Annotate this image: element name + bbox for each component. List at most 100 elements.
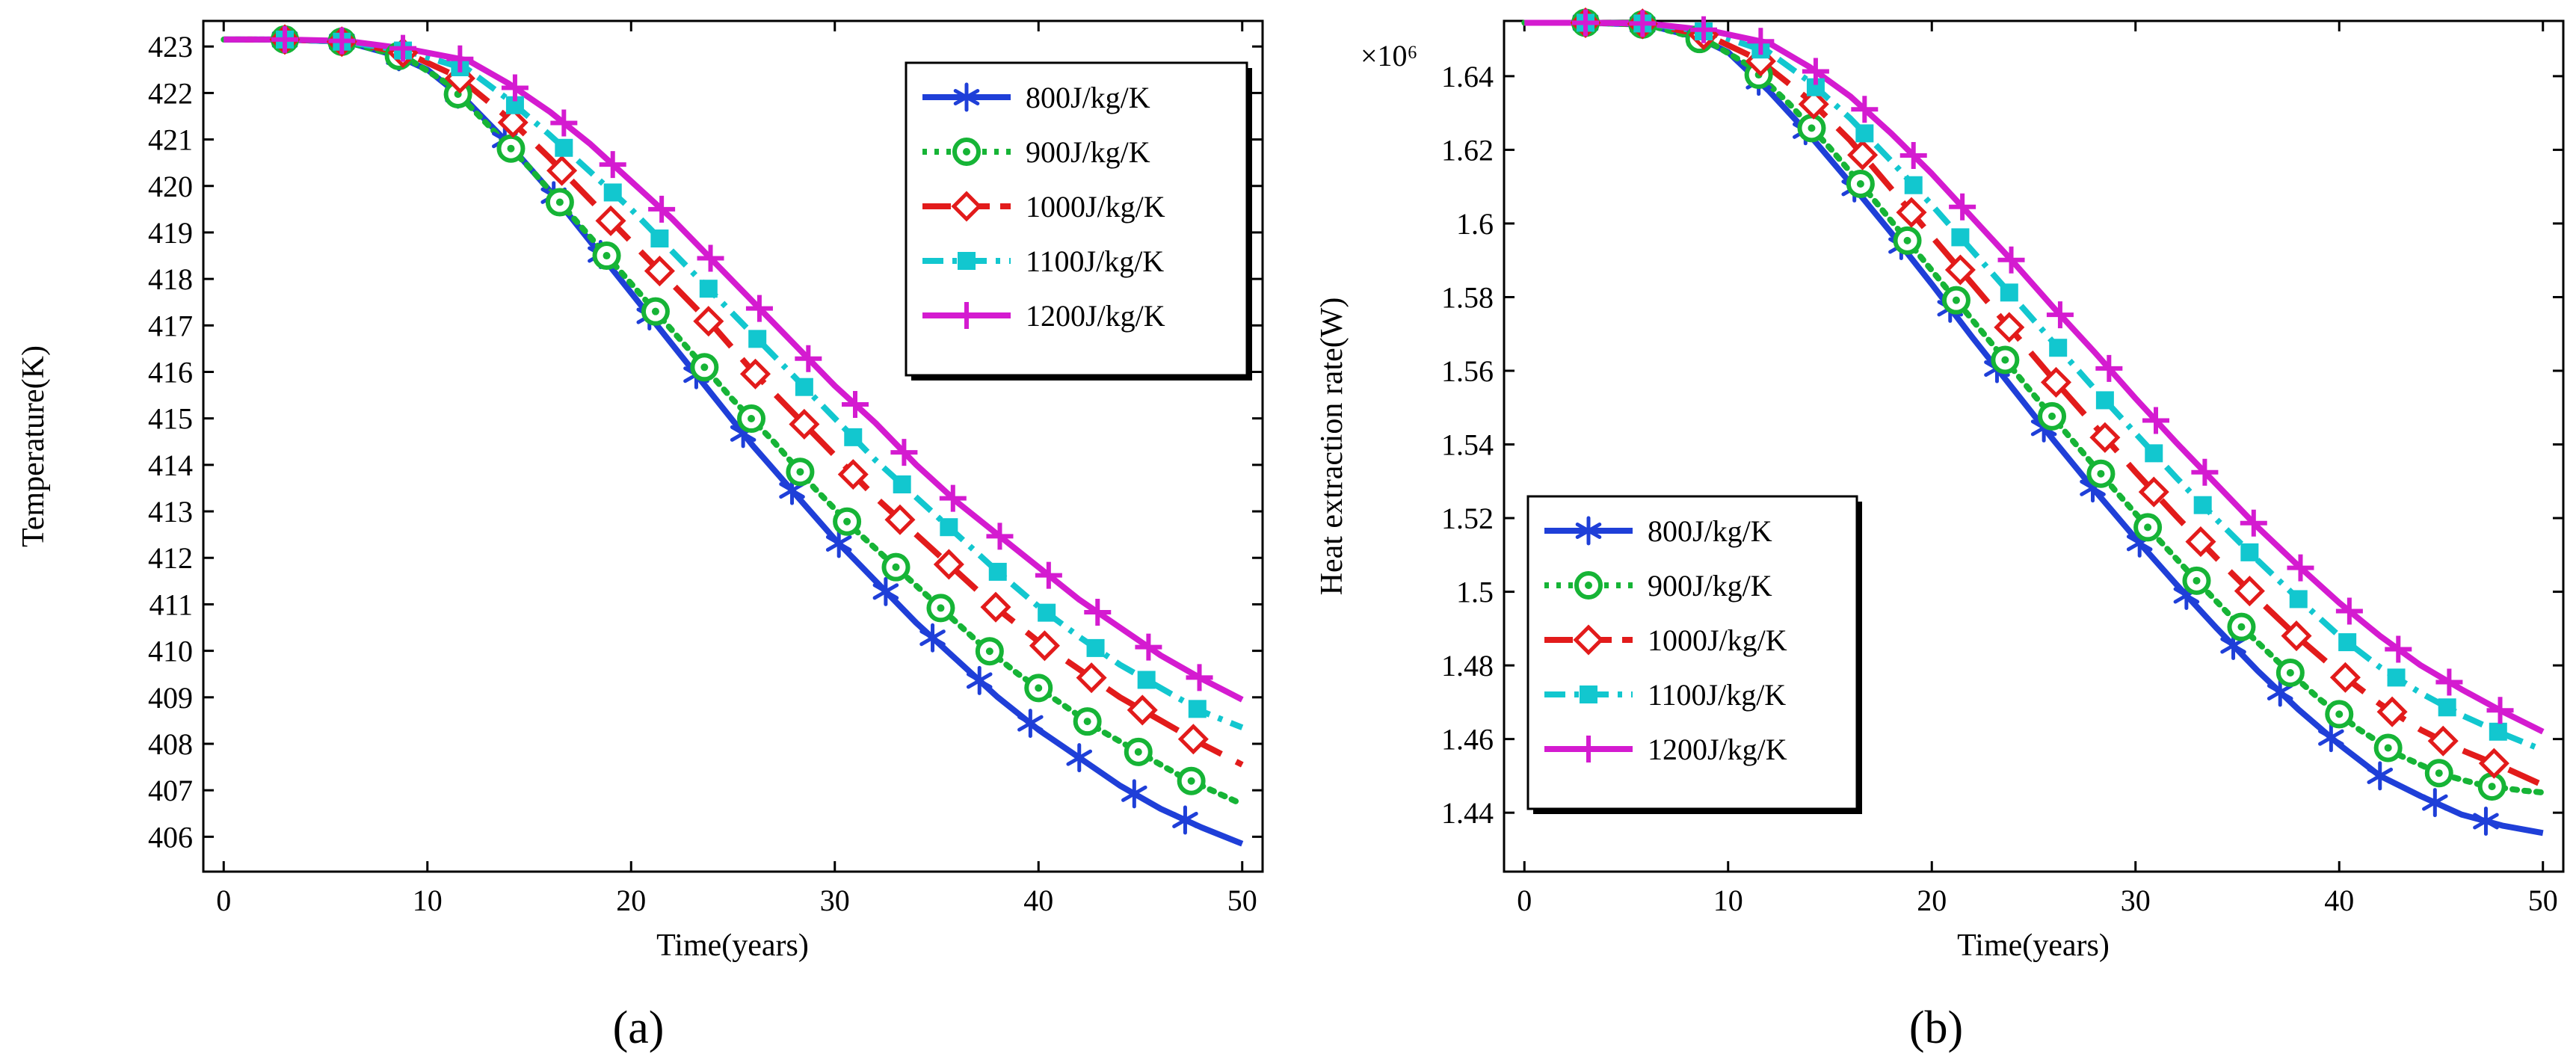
legend-label-800: 800J/kg/K [1026, 81, 1150, 114]
legend-b: 800J/kg/K 900J/kg/K 1000J/kg/K 1100J/kg/K 12… [1526, 495, 1862, 814]
marker-circle-900-5 [545, 188, 574, 217]
y-tick-label: 414 [148, 449, 193, 482]
legend-label-1100: 1100J/kg/K [1648, 678, 1786, 712]
marker-square-1100-14 [988, 562, 1007, 581]
marker-plus-1200-9 [745, 295, 773, 322]
series-line-900 [221, 36, 1245, 807]
legend-label-900: 900J/kg/K [1026, 135, 1150, 169]
marker-diamond-legend-1000 [1573, 624, 1604, 656]
marker-asterisk-800-14 [2267, 677, 2293, 707]
series-markers-a [269, 24, 1213, 835]
marker-diamond-1000-18 [2478, 748, 2509, 779]
marker-plus-1200-6 [599, 151, 626, 179]
marker-plus-1200-9 [2046, 301, 2074, 329]
marker-diamond-1000-13 [2234, 576, 2265, 607]
marker-circle-900-13 [926, 594, 955, 623]
x-tick-label: 30 [2121, 884, 2151, 917]
y-tick-label: 411 [149, 588, 193, 621]
y-tick-label: 1.54 [1441, 428, 1494, 462]
x-axis-title-a: Time(years) [656, 928, 809, 963]
marker-diamond-1000-17 [1127, 694, 1158, 726]
marker-square-1100-5 [1855, 124, 1874, 143]
marker-plus-1200-8 [1997, 246, 2025, 274]
marker-square-1100-11 [2145, 444, 2163, 463]
marker-circle-900-11 [2133, 513, 2163, 542]
marker-circle-900-4 [1797, 114, 1826, 143]
y-tick-label: 408 [148, 727, 193, 761]
x-axis-title-b: Time(years) [1957, 928, 2110, 963]
marker-circle-900-16 [2373, 733, 2403, 762]
marker-circle-900-17 [2424, 759, 2453, 788]
marker-diamond-1000-17 [2427, 725, 2459, 757]
y-tick-label: 422 [148, 76, 193, 110]
x-tick-label: 40 [1023, 884, 1053, 917]
marker-circle-900-8 [1991, 345, 2020, 375]
marker-diamond-1000-16 [1076, 662, 1107, 694]
x-tick-label: 0 [1517, 884, 1532, 917]
marker-diamond-1000-6 [1896, 197, 1927, 228]
marker-square-1100-8 [2000, 283, 2018, 302]
y-tick-label: 418 [148, 262, 193, 296]
x-tick-label: 0 [216, 884, 231, 917]
y-tick-label: 1.62 [1441, 133, 1494, 167]
marker-plus-1200-12 [2191, 458, 2219, 486]
y-tick-label: 1.58 [1441, 280, 1494, 314]
legend-label-1000: 1000J/kg/K [1026, 190, 1165, 224]
legend-label-800: 800J/kg/K [1648, 514, 1772, 548]
marker-diamond-legend-1000 [951, 191, 982, 222]
marker-diamond-1000-8 [1994, 312, 2025, 343]
marker-diamond-1000-11 [837, 459, 869, 490]
marker-circle-900-4 [496, 134, 526, 163]
marker-plus-1200-13 [2240, 509, 2267, 537]
marker-circle-900-7 [1941, 286, 1970, 315]
marker-square-1100-5 [555, 138, 573, 157]
y-tick-label: 1.64 [1441, 60, 1494, 93]
x-tick-label: 30 [820, 884, 850, 917]
marker-plus-1200-16 [2385, 635, 2412, 663]
marker-plus-1200-15 [2335, 597, 2363, 625]
marker-square-1100-9 [748, 330, 767, 348]
marker-plus-1200-11 [2142, 407, 2169, 434]
x-tick-label: 10 [1713, 884, 1743, 917]
marker-asterisk-800-12 [872, 576, 899, 606]
marker-plus-1200-6 [1899, 142, 1927, 170]
x-tick-label: 20 [1917, 884, 1947, 917]
marker-diamond-1000-5 [1847, 139, 1879, 170]
marker-square-1100-14 [2289, 590, 2308, 608]
y-tick-label: 410 [148, 635, 193, 668]
axis-ticks-a: 0 10 20 30 40 50 406 407 408 409 410 411 412 413 414 41… [148, 21, 1263, 917]
marker-asterisk-800-13 [919, 623, 946, 653]
marker-plus-1200-17 [1135, 633, 1162, 661]
y-tick-label: 413 [148, 495, 193, 529]
marker-diamond-1000-5 [546, 155, 578, 186]
marker-circle-900-10 [2086, 459, 2116, 488]
marker-diamond-1000-10 [2089, 422, 2121, 453]
y-tick-label: 1.56 [1441, 354, 1494, 388]
marker-plus-1200-0 [271, 25, 298, 53]
y-tick-label: 423 [148, 30, 193, 64]
marker-plus-1200-3 [1747, 28, 1775, 55]
y-tick-label: 419 [148, 216, 193, 250]
marker-plus-1200-0 [1572, 9, 1599, 37]
x-tick-label: 20 [616, 884, 646, 917]
legend-box [905, 61, 1248, 377]
marker-plus-1200-11 [842, 391, 869, 419]
x-tick-label: 10 [413, 884, 443, 917]
marker-diamond-1000-7 [644, 256, 675, 287]
marker-circle-900-7 [641, 297, 670, 326]
marker-square-1100-7 [650, 229, 669, 248]
marker-diamond-1000-6 [595, 205, 626, 236]
marker-diamond-1000-13 [933, 549, 964, 580]
marker-plus-1200-7 [1949, 193, 1976, 221]
marker-diamond-1000-14 [980, 591, 1011, 623]
marker-plus-1200-17 [2435, 668, 2463, 696]
marker-square-1100-10 [795, 378, 813, 396]
marker-square-1100-15 [1038, 603, 1056, 622]
marker-diamond-1000-4 [1798, 88, 1829, 120]
panel-b-heat-extraction-chart: 0 10 20 30 40 50 1.44 1.46 1.48 1.5 1.52 1.54 1.56 1.… [1315, 7, 2565, 1053]
marker-circle-900-14 [975, 637, 1004, 666]
marker-square-1100-6 [603, 183, 622, 202]
y-axis-title-a: Temperature(K) [16, 345, 51, 547]
marker-plus-1200-16 [1084, 599, 1112, 626]
